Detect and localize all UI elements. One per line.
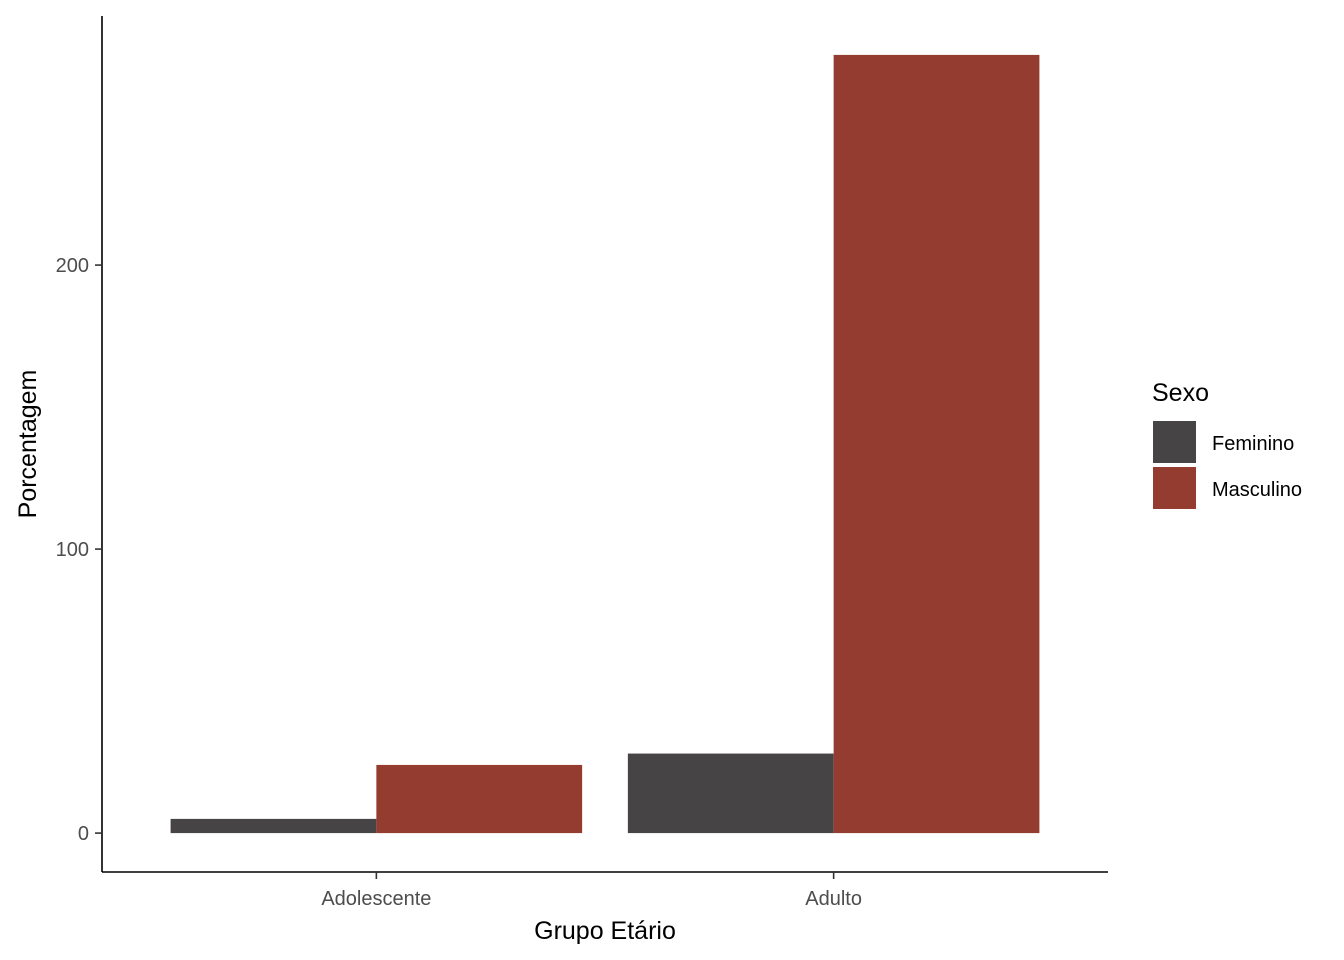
legend-label-masculino: Masculino <box>1212 479 1302 501</box>
x-tick-label: Adolescente <box>321 888 431 910</box>
bars-group <box>170 54 1040 834</box>
y-tick-label: 200 <box>56 255 89 277</box>
x-ticks-group: Adolescente Adulto <box>321 872 862 910</box>
y-ticks-group: 0 100 200 <box>56 255 102 845</box>
legend-key-masculino <box>1153 467 1196 509</box>
bar-masculino-adulto <box>833 54 1040 834</box>
legend-key-feminino <box>1153 421 1196 463</box>
y-tick-label: 100 <box>56 539 89 561</box>
y-axis-title: Porcentagem <box>14 370 42 519</box>
legend: Sexo Feminino Masculino <box>1152 379 1302 509</box>
legend-title: Sexo <box>1152 379 1209 407</box>
bar-feminino-adulto <box>627 753 834 834</box>
x-axis-title: Grupo Etário <box>534 917 676 945</box>
y-tick-label: 0 <box>78 823 89 845</box>
bar-masculino-adolescente <box>376 764 583 834</box>
x-tick-label: Adulto <box>805 888 862 910</box>
legend-label-feminino: Feminino <box>1212 433 1294 455</box>
bar-feminino-adolescente <box>170 818 377 834</box>
